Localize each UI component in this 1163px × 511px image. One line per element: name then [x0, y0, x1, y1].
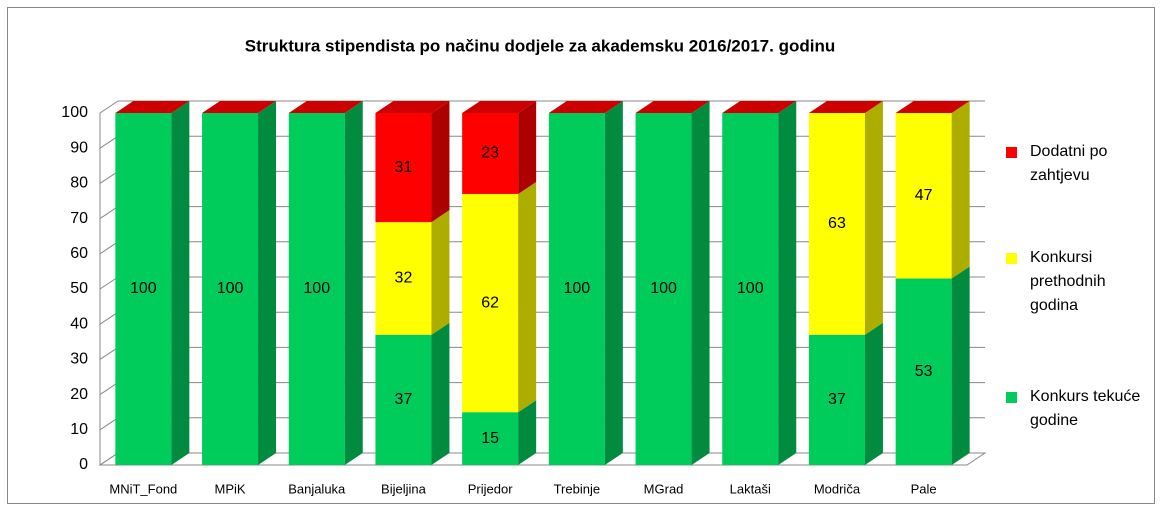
- bar-side: [344, 101, 363, 465]
- bar-top: [288, 101, 363, 113]
- data-label: 100: [650, 280, 677, 297]
- y-tick-label: 0: [79, 456, 88, 473]
- y-tick-label: 90: [70, 139, 88, 156]
- bar-side: [604, 101, 623, 465]
- bar-segment: [375, 334, 432, 465]
- bar-top: [808, 101, 883, 113]
- x-tick-label: MPiK: [215, 481, 246, 496]
- y-tick-label: 20: [70, 386, 88, 403]
- bar-side: [431, 210, 450, 335]
- bar-segment: [462, 412, 519, 465]
- y-tick-label: 40: [70, 315, 88, 332]
- x-tick-label: Banjaluka: [288, 481, 346, 496]
- grid-line-side: [99, 452, 119, 466]
- bar-segment: [375, 222, 432, 335]
- y-tick-label: 80: [70, 175, 88, 192]
- y-tick-label: 70: [70, 210, 88, 227]
- grid-line-side: [99, 241, 119, 255]
- bar-segment: [548, 113, 605, 465]
- data-label: 37: [395, 391, 413, 408]
- x-tick-label: Pale: [911, 481, 937, 496]
- bar-side: [518, 181, 537, 413]
- bar-segment: [808, 113, 865, 335]
- bar-side: [951, 266, 970, 465]
- data-label: 32: [395, 270, 413, 287]
- data-label: 62: [481, 294, 499, 311]
- bar-top: [375, 101, 450, 113]
- grid-line-side: [99, 276, 119, 290]
- bar-top: [722, 101, 797, 113]
- bar-side: [691, 101, 710, 465]
- data-label: 23: [481, 145, 499, 162]
- y-tick-label: 60: [70, 245, 88, 262]
- x-tick-label: Modriča: [814, 481, 861, 496]
- x-tick-label: MGrad: [644, 481, 684, 496]
- x-tick-label: Laktaši: [730, 481, 771, 496]
- bar-top: [635, 101, 710, 113]
- bar-side: [518, 101, 537, 194]
- data-label: 100: [303, 280, 330, 297]
- bar-top: [462, 101, 537, 113]
- bar-side: [951, 101, 970, 279]
- bar-segment: [808, 334, 865, 465]
- legend-label: Konkurs tekuće godine: [1030, 388, 1141, 429]
- bar-side: [431, 322, 450, 465]
- data-label: 37: [828, 391, 846, 408]
- bar-segment: [895, 278, 952, 465]
- legend-label: Konkursi prethodnih godina: [1030, 249, 1106, 314]
- bar-side: [864, 101, 883, 335]
- legend-swatch: [1006, 392, 1017, 403]
- chart-title: Struktura stipendista po načinu dodjele …: [245, 36, 835, 55]
- y-tick-label: 50: [70, 280, 88, 297]
- y-tick-label: 10: [70, 421, 88, 438]
- bar-side: [171, 101, 190, 465]
- bar-segment: [288, 113, 345, 465]
- grid-line-side: [99, 311, 119, 325]
- x-tick-label: Bijeljina: [381, 481, 427, 496]
- grid-line-side: [99, 417, 119, 431]
- bar-top: [548, 101, 623, 113]
- grid-line-side: [99, 135, 119, 149]
- bar-segment: [722, 113, 779, 465]
- data-label: 31: [395, 159, 413, 176]
- grid-line-side: [99, 170, 119, 184]
- bar-side: [431, 101, 450, 223]
- bar-side: [258, 101, 277, 465]
- data-label: 53: [915, 363, 933, 380]
- bar-top: [115, 101, 190, 113]
- y-tick-label: 30: [70, 351, 88, 368]
- legend-label: Dodatni po zahtjevu: [1030, 143, 1108, 184]
- grid-line-side: [99, 346, 119, 360]
- bar-segment: [115, 113, 172, 465]
- bar-segment: [375, 113, 432, 223]
- x-tick-label: MNiT_Fond: [109, 481, 177, 496]
- data-label: 15: [481, 430, 499, 447]
- grid-line-side: [99, 206, 119, 220]
- data-label: 63: [828, 215, 846, 232]
- data-label: 100: [563, 280, 590, 297]
- data-label: 100: [737, 280, 764, 297]
- data-label: 100: [130, 280, 157, 297]
- data-label: 100: [217, 280, 244, 297]
- legend-swatch: [1006, 147, 1017, 158]
- legend-swatch: [1006, 253, 1017, 264]
- bar-segment: [635, 113, 692, 465]
- bar-segment: [895, 113, 952, 279]
- data-label: 47: [915, 187, 933, 204]
- bar-side: [864, 322, 883, 465]
- x-tick-label: Prijedor: [468, 481, 513, 496]
- bar-side: [778, 101, 797, 465]
- bar-segment: [202, 113, 259, 465]
- bar-top: [202, 101, 277, 113]
- bar-segment: [462, 193, 519, 413]
- y-tick-label: 100: [61, 104, 88, 121]
- bar-top: [895, 101, 970, 113]
- bar-segment: [462, 113, 519, 194]
- grid-line-side: [99, 100, 119, 114]
- bar-side: [518, 400, 537, 465]
- grid-line-side: [99, 382, 119, 396]
- x-tick-label: Trebinje: [554, 481, 600, 496]
